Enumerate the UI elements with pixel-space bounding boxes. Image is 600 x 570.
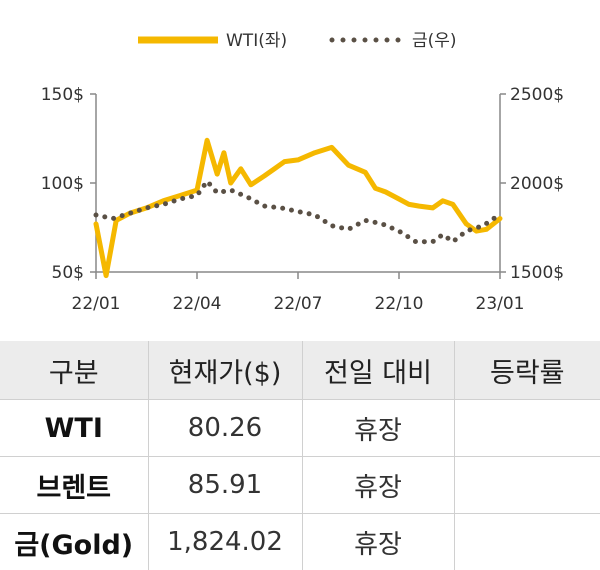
x-tick-label: 22/10 (375, 294, 424, 314)
right-y-tick-label: 1500$ (510, 263, 564, 283)
legend-wti-label: WTI(좌) (226, 31, 287, 51)
row-change: 휴장 (302, 457, 454, 514)
row-price: 1,824.02 (148, 514, 302, 570)
row-price: 80.26 (148, 400, 302, 457)
gold-series-line (96, 181, 500, 242)
row-label: 금(Gold) (0, 514, 148, 570)
table-row: 브렌트 85.91 휴장 (0, 457, 600, 514)
price-table: 구분 현재가($) 전일 대비 등락률 WTI 80.26 휴장 브렌트 85.… (0, 341, 600, 570)
header-prev-day-change: 전일 대비 (302, 341, 454, 400)
left-y-tick-label: 150$ (41, 85, 84, 105)
row-rate (454, 514, 600, 570)
header-change-rate: 등락률 (454, 341, 600, 400)
row-change: 휴장 (302, 400, 454, 457)
right-y-tick-label: 2500$ (510, 85, 564, 105)
table-row: 금(Gold) 1,824.02 휴장 (0, 514, 600, 570)
left-y-tick-label: 50$ (52, 263, 84, 283)
x-tick-label: 22/01 (72, 294, 121, 314)
x-tick-label: 22/07 (274, 294, 323, 314)
left-y-tick-label: 100$ (41, 174, 84, 194)
table-header-row: 구분 현재가($) 전일 대비 등락률 (0, 341, 600, 400)
row-rate (454, 457, 600, 514)
row-change: 휴장 (302, 514, 454, 570)
line-chart: WTI(좌) 금(우) 150$ 100$ 50$ 2500$ 2000$ 1500$ 22/0… (0, 0, 600, 335)
row-label: WTI (0, 400, 148, 457)
table-row: WTI 80.26 휴장 (0, 400, 600, 457)
x-tick-label: 22/04 (173, 294, 222, 314)
row-label: 브렌트 (0, 457, 148, 514)
legend-gold-label: 금(우) (412, 31, 457, 51)
row-rate (454, 400, 600, 457)
x-tick-label: 23/01 (476, 294, 525, 314)
header-current-price: 현재가($) (148, 341, 302, 400)
header-category: 구분 (0, 341, 148, 400)
right-y-tick-label: 2000$ (510, 174, 564, 194)
chart-area: WTI(좌) 금(우) 150$ 100$ 50$ 2500$ 2000$ 1500$ 22/0… (0, 0, 600, 335)
row-price: 85.91 (148, 457, 302, 514)
